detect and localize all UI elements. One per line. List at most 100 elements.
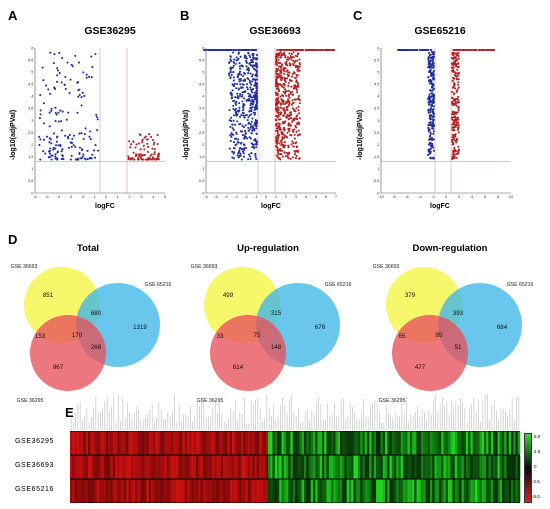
data-point bbox=[247, 99, 250, 102]
data-point bbox=[454, 149, 457, 152]
x-tick-label: -4 bbox=[57, 194, 61, 199]
data-point bbox=[454, 115, 457, 118]
data-point bbox=[236, 96, 239, 99]
data-point bbox=[297, 67, 300, 70]
heatmap-cell bbox=[333, 455, 336, 479]
heatmap-cell bbox=[133, 431, 136, 455]
heatmap-cell bbox=[220, 455, 224, 479]
data-point bbox=[284, 91, 287, 94]
data-point bbox=[413, 48, 416, 52]
heatmap-cell bbox=[450, 431, 453, 455]
data-point bbox=[153, 148, 156, 151]
venn-title: Down-regulation bbox=[413, 243, 488, 254]
heatmap-cell bbox=[371, 479, 375, 503]
data-point bbox=[157, 158, 160, 161]
heatmap-cell bbox=[443, 455, 447, 479]
data-point bbox=[290, 85, 293, 88]
data-point bbox=[245, 86, 249, 89]
heatmap-cell bbox=[261, 455, 264, 479]
data-point bbox=[431, 118, 434, 121]
data-point bbox=[240, 73, 243, 76]
data-point bbox=[232, 152, 235, 155]
venn-count: 477 bbox=[415, 364, 426, 371]
data-point bbox=[238, 147, 242, 150]
data-point bbox=[49, 51, 52, 54]
volcano-xlabel-a: logFC bbox=[95, 203, 115, 210]
data-point bbox=[456, 101, 459, 104]
x-tick-label: -3 bbox=[234, 194, 238, 199]
heatmap-cell bbox=[241, 431, 244, 455]
heatmap-cell bbox=[187, 431, 190, 455]
data-point bbox=[156, 143, 159, 146]
heatmap-cell bbox=[337, 455, 341, 479]
data-point bbox=[50, 142, 53, 145]
heatmap-cell bbox=[279, 455, 282, 479]
colorbar-tick: -5.0 bbox=[532, 494, 540, 499]
data-point bbox=[235, 143, 238, 146]
heatmap-cell bbox=[495, 479, 498, 503]
heatmap-cell bbox=[434, 455, 438, 479]
heatmap-cell bbox=[362, 431, 366, 455]
heatmap-cell bbox=[466, 455, 469, 479]
heatmap-cell bbox=[511, 431, 514, 455]
data-point bbox=[52, 148, 55, 151]
heatmap-cell bbox=[155, 455, 159, 479]
heatmap-cell bbox=[346, 455, 350, 479]
heatmap-cell bbox=[495, 455, 498, 479]
heatmap-cell bbox=[223, 479, 226, 503]
x-tick-label: 4 bbox=[471, 194, 474, 199]
data-point bbox=[457, 74, 460, 77]
data-point bbox=[281, 85, 284, 88]
data-point bbox=[238, 80, 241, 83]
heatmap-cell bbox=[369, 479, 372, 503]
data-point bbox=[318, 48, 322, 52]
heatmap-cell bbox=[193, 431, 197, 455]
data-point bbox=[245, 83, 249, 86]
data-point bbox=[243, 78, 246, 81]
data-point bbox=[430, 57, 433, 60]
heatmap-cell bbox=[466, 431, 469, 455]
data-point bbox=[399, 48, 402, 52]
heatmap-cell bbox=[378, 431, 381, 455]
data-point bbox=[454, 65, 457, 68]
panel-letter-b: B bbox=[180, 8, 190, 23]
data-point bbox=[286, 69, 289, 72]
data-point bbox=[251, 103, 254, 106]
data-point bbox=[289, 157, 292, 160]
heatmap-cell bbox=[427, 455, 431, 479]
heatmap-cell bbox=[432, 479, 435, 503]
data-point bbox=[64, 75, 67, 78]
data-point bbox=[454, 59, 457, 62]
heatmap-cell bbox=[155, 431, 159, 455]
data-point bbox=[289, 91, 292, 94]
heatmap-cell bbox=[191, 431, 195, 455]
heatmap-cell bbox=[313, 455, 316, 479]
x-tick-label: -2 bbox=[80, 194, 84, 199]
heatmap-cell bbox=[126, 479, 129, 503]
data-point bbox=[290, 53, 293, 56]
data-point bbox=[451, 51, 454, 54]
data-point bbox=[427, 51, 431, 54]
data-point bbox=[287, 58, 290, 61]
data-point bbox=[275, 100, 278, 103]
data-point bbox=[292, 145, 295, 148]
heatmap-cell bbox=[130, 455, 134, 479]
venn-title: Up-regulation bbox=[237, 243, 299, 254]
data-point bbox=[254, 62, 258, 65]
heatmap-cell bbox=[117, 479, 120, 503]
heatmap-cell bbox=[340, 431, 343, 455]
data-point bbox=[457, 95, 460, 98]
data-point bbox=[430, 51, 434, 54]
heatmap-cell bbox=[400, 455, 404, 479]
data-point bbox=[297, 52, 300, 55]
data-point bbox=[247, 153, 251, 156]
y-tick-label: 3 bbox=[377, 118, 380, 123]
data-point bbox=[429, 144, 432, 148]
data-point bbox=[42, 102, 45, 105]
data-point bbox=[289, 92, 292, 95]
heatmap-cell bbox=[263, 479, 267, 503]
heatmap-cell bbox=[157, 431, 161, 455]
data-point bbox=[255, 75, 258, 78]
heatmap-cell bbox=[286, 479, 289, 503]
heatmap-cell bbox=[245, 479, 249, 503]
